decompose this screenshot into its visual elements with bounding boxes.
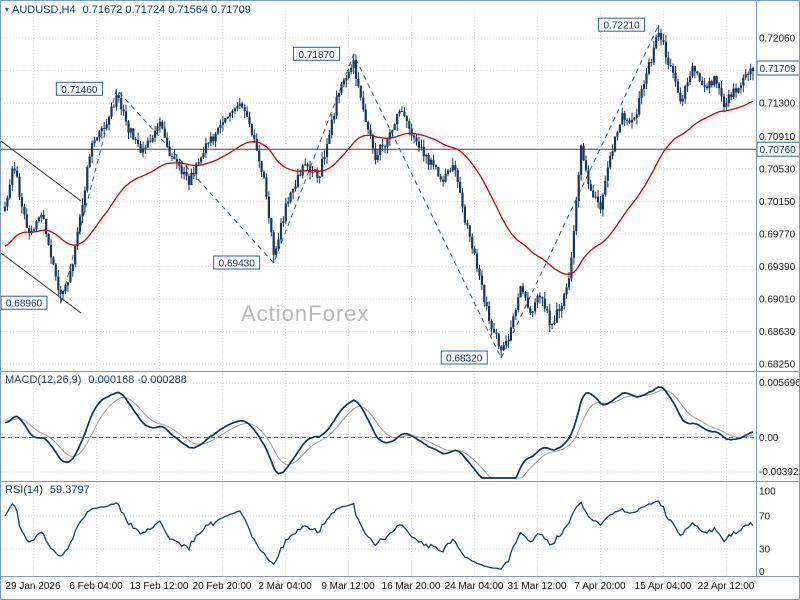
price-axis-label: 0.71300	[759, 99, 796, 110]
pivot-label: 0.68960	[6, 299, 43, 310]
moving-average-line	[4, 100, 754, 275]
pivot-label: 0.71460	[61, 85, 98, 96]
rsi-axis-label: 100	[759, 487, 776, 498]
pivot-label: 0.72210	[604, 21, 641, 32]
ohlc-values: 0.71672 0.71724 0.71564 0.71709	[82, 4, 251, 16]
pivot-label-box	[440, 350, 488, 365]
date-axis: 29 Jan 2026 6 Feb 04:00 13 Feb 12:00 20 Feb…	[5, 581, 754, 592]
date-label: 22 Apr 12:00	[698, 581, 755, 592]
date-label: 29 Jan 2026	[5, 581, 60, 592]
price-axis-label: 0.68250	[759, 360, 796, 371]
price-axis-label: 0.69770	[759, 229, 796, 240]
macd-axis-label: -0.003924	[759, 467, 800, 478]
price-axis-label: 0.69390	[759, 262, 796, 273]
pivot-label-box	[1, 295, 48, 310]
pivot-label-box	[213, 255, 261, 270]
price-axis-label: 0.69010	[759, 295, 796, 306]
price-axis-label: 0.70910	[759, 132, 796, 143]
macd-axis-label: 0.005696	[759, 378, 800, 389]
date-label: 9 Mar 12:00	[321, 581, 375, 592]
price-axis-label: 0.68630	[759, 327, 796, 338]
price-panel-title: ▾ AUDUSD,H4 0.71672 0.71724 0.71564 0.7170…	[5, 4, 251, 16]
gridlines	[1, 11, 756, 576]
macd-indicator-name: MACD(12,26,9)	[5, 374, 82, 386]
macd-line	[4, 386, 754, 479]
date-label: 31 Mar 12:00	[508, 581, 567, 592]
watermark: ActionForex	[241, 301, 370, 326]
date-label: 6 Feb 04:00	[69, 581, 123, 592]
macd-panel-title: MACD(12,26,9) 0.000168 -0.000288	[5, 374, 187, 386]
date-label: 2 Mar 04:00	[258, 581, 312, 592]
rsi-axis-label: 70	[759, 511, 771, 522]
chart-menu-arrow-icon: ▾	[5, 5, 10, 14]
pivot-label-box	[293, 46, 341, 61]
candles	[3, 25, 755, 358]
rsi-value: 59.3797	[49, 484, 90, 496]
date-label: 7 Apr 20:00	[574, 581, 626, 592]
rsi-line	[4, 500, 754, 570]
price-axis-label: 0.72060	[759, 34, 796, 45]
price-axis-box-label: 0.71709	[760, 64, 797, 75]
macd-values: 0.000168 -0.000288	[88, 374, 187, 386]
symbol-timeframe: AUDUSD,H4	[12, 4, 76, 16]
pivot-label: 0.71870	[299, 50, 336, 61]
rsi-panel-title: RSI(14) 59.3797	[5, 484, 90, 496]
date-label: 13 Feb 12:00	[130, 581, 189, 592]
panel-borders	[1, 1, 799, 577]
price-axis-label: 0.70150	[759, 197, 796, 208]
pivot-label: 0.69430	[219, 259, 256, 270]
rsi-axis-label: 0	[759, 567, 765, 578]
price-axis-box-label: 0.70760	[760, 145, 797, 156]
pivot-label-box	[55, 81, 103, 96]
pivot-label: 0.68320	[446, 354, 483, 365]
rsi-axis-label: 30	[759, 545, 771, 556]
trendline	[1, 252, 82, 314]
rsi-indicator-name: RSI(14)	[5, 484, 43, 496]
annotations	[1, 140, 756, 314]
date-label: 20 Feb 20:00	[193, 581, 252, 592]
rsi-panel: 100 70 30 0	[1, 487, 776, 578]
date-label: 24 Mar 04:00	[445, 581, 504, 592]
trendline	[1, 140, 82, 202]
macd-axis-label: 0.00	[759, 433, 779, 444]
pivot-labels: 0.68960 0.71460 0.69430 0.71870 0.68320 0.722…	[1, 17, 646, 365]
zigzag-line	[60, 24, 660, 360]
pivot-label-box	[598, 17, 646, 32]
date-label: 15 Apr 04:00	[635, 581, 692, 592]
price-axis-label: 0.70530	[759, 164, 796, 175]
macd-panel: 0.005696 0.00 -0.003924	[1, 378, 800, 479]
date-label: 16 Mar 20:00	[382, 581, 441, 592]
price-axis: 0.72060 0.71300 0.70910 0.70530 0.70150 0.697…	[756, 34, 799, 371]
macd-signal-line	[4, 389, 754, 479]
